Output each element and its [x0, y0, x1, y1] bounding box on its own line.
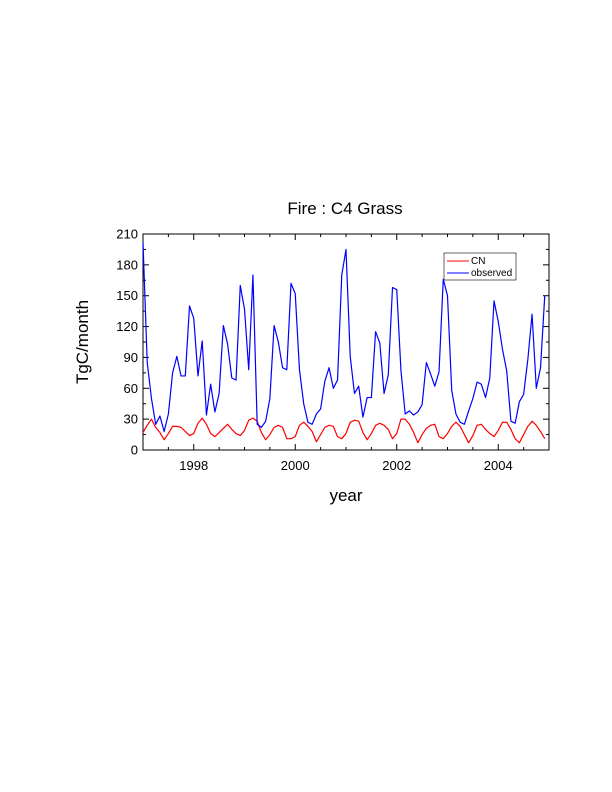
x-axis-title: year [329, 486, 362, 505]
y-tick-label: 150 [116, 288, 138, 303]
legend-label-observed: observed [471, 268, 512, 279]
series-lines [142, 242, 546, 444]
y-axis: 0 30 60 90 120 150 180 210 [116, 227, 549, 458]
x-tick-label: 1998 [179, 458, 208, 473]
y-tick-label: 90 [124, 350, 138, 365]
legend-box [443, 252, 517, 281]
legend: CN observed [443, 252, 517, 281]
y-tick-label: 210 [116, 227, 138, 242]
y-tick-label: 180 [116, 257, 138, 272]
y-axis-title: TgC/month [73, 300, 92, 384]
x-tick-label: 2000 [281, 458, 310, 473]
y-tick-label: 0 [131, 443, 138, 458]
x-axis: 1998 2000 2002 2004 [142, 234, 550, 473]
y-tick-label: 30 [124, 412, 138, 427]
series-line-cn [142, 417, 546, 444]
legend-label-cn: CN [471, 256, 485, 267]
chart-title: Fire : C4 Grass [287, 199, 402, 218]
y-tick-label: 60 [124, 381, 138, 396]
y-tick-label: 120 [116, 319, 138, 334]
series-line-observed [142, 242, 546, 433]
x-tick-label: 2002 [382, 458, 411, 473]
x-tick-label: 2004 [484, 458, 513, 473]
